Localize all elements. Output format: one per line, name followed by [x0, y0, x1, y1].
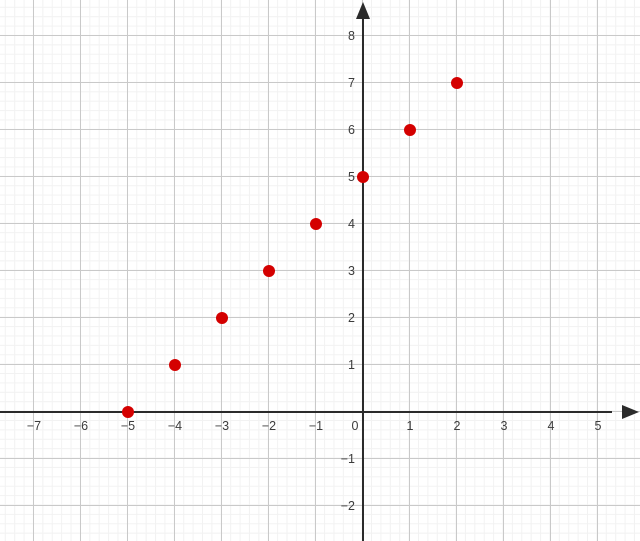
- x-tick-label: −7: [26, 419, 42, 433]
- x-axis-line: [0, 411, 612, 413]
- x-tick-label: −4: [167, 419, 183, 433]
- y-tick-label: 2: [348, 310, 355, 325]
- y-tick-label: 4: [348, 216, 355, 231]
- x-tick-label: −6: [73, 419, 89, 433]
- data-point: [216, 312, 228, 324]
- x-axis-arrow-icon: [622, 405, 639, 419]
- y-axis-line: [362, 14, 364, 541]
- data-point: [263, 265, 275, 277]
- y-tick-label: 8: [348, 28, 355, 43]
- x-tick-label: 2: [453, 419, 461, 433]
- x-tick-label: −3: [214, 419, 230, 433]
- data-point: [357, 171, 369, 183]
- y-tick-label: 7: [348, 75, 355, 90]
- x-tick-label: 0: [351, 419, 359, 433]
- x-tick-label: 4: [547, 419, 555, 433]
- data-point: [451, 77, 463, 89]
- data-point: [404, 124, 416, 136]
- y-tick-label: 3: [348, 263, 355, 278]
- x-tick-label: 5: [594, 419, 602, 433]
- y-tick-label: 1: [348, 357, 355, 372]
- x-tick-label: −2: [261, 419, 277, 433]
- data-point: [169, 359, 181, 371]
- x-tick-label: 1: [406, 419, 414, 433]
- y-tick-label: 6: [348, 122, 355, 137]
- data-point: [310, 218, 322, 230]
- data-point: [122, 406, 134, 418]
- x-tick-label: 3: [500, 419, 508, 433]
- y-axis-arrow-icon: [356, 2, 370, 19]
- x-tick-label: −1: [308, 419, 324, 433]
- x-tick-label: −5: [120, 419, 136, 433]
- y-tick-label: −1: [340, 451, 355, 466]
- y-tick-label: 5: [348, 169, 355, 184]
- y-tick-label: −2: [340, 498, 355, 513]
